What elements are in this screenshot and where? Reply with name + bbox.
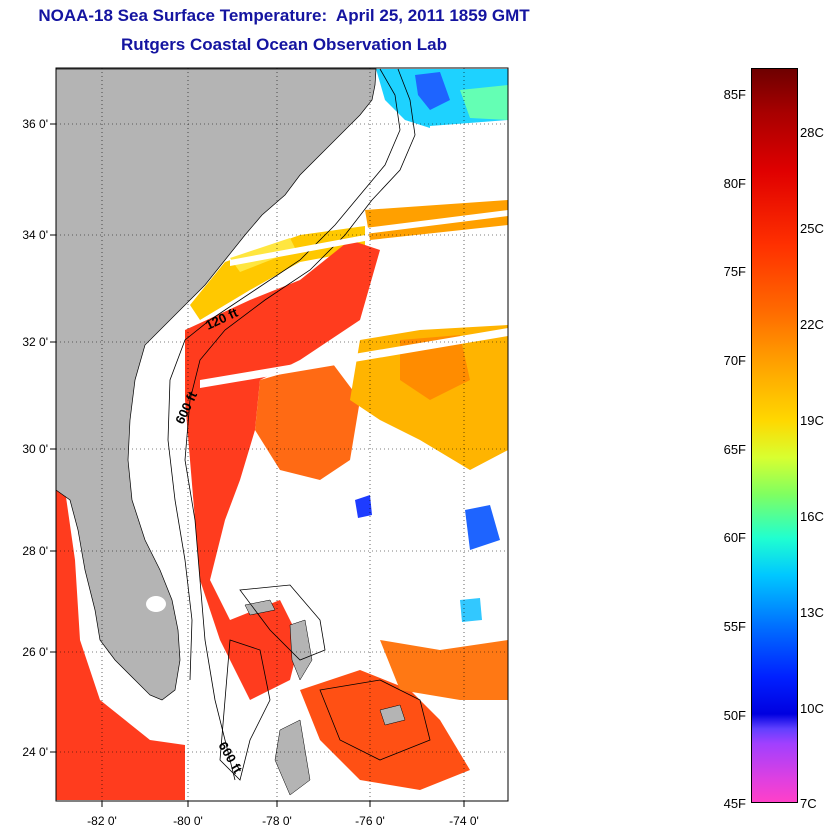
- colorbar-c-19: 19C: [800, 413, 824, 428]
- colorbar-f-80: 80F: [723, 176, 746, 191]
- colorbar-f-70: 70F: [723, 353, 746, 368]
- green-water-patch: [460, 85, 508, 120]
- lon-label-82: -82 0': [87, 814, 117, 828]
- axis-ticks: [50, 123, 465, 807]
- colorbar-f-55: 55F: [723, 619, 746, 634]
- colorbar-f-75: 75F: [723, 264, 746, 279]
- lon-label-80: -80 0': [173, 814, 203, 828]
- land-layer: [55, 68, 406, 796]
- lon-label-76: -76 0': [355, 814, 385, 828]
- bahamas-warm-water: [300, 670, 470, 790]
- contour-600ft: [184, 68, 416, 781]
- cold-core-patch: [415, 72, 450, 110]
- lat-label-26: 26 0': [22, 645, 48, 659]
- lat-label-36: 36 0': [22, 117, 48, 131]
- lake-okeechobee: [146, 596, 166, 612]
- contour-bahamas-1: [219, 639, 271, 781]
- colorbar-f-50: 50F: [723, 708, 746, 723]
- contour-120ft: [167, 68, 401, 681]
- map-subtitle: Rutgers Coastal Ocean Observation Lab: [121, 35, 447, 54]
- swath-gap-2: [230, 235, 365, 266]
- colorbar-c-25: 25C: [800, 221, 824, 236]
- southeast-warm-patch: [380, 640, 508, 700]
- bahamas-island-3: [274, 719, 311, 796]
- lat-label-24: 24 0': [22, 745, 48, 759]
- lon-label-78: -78 0': [262, 814, 292, 828]
- colorbar-c-16: 16C: [800, 509, 824, 524]
- cool-spot-3: [460, 598, 482, 622]
- lat-label-34: 34 0': [22, 228, 48, 242]
- colorbar-c-28: 28C: [800, 125, 824, 140]
- colorbar-f-65: 65F: [723, 442, 746, 457]
- us-mainland-land: [55, 68, 377, 701]
- sst-data-layer: [56, 69, 508, 800]
- graticule: [56, 68, 508, 801]
- colorbar-c-10: 10C: [800, 701, 824, 716]
- lat-label-28: 28 0': [22, 544, 48, 558]
- coastal-warm-band: [190, 226, 365, 320]
- contour-bahamas-3: [319, 679, 431, 761]
- bahamas-island-1: [289, 619, 313, 681]
- map-border: [55, 67, 509, 802]
- map-title: NOAA-18 Sea Surface Temperature: April 2…: [38, 6, 530, 25]
- lat-label-30: 30 0': [22, 442, 48, 456]
- gulf-of-mexico-warm: [56, 490, 185, 800]
- colorbar-c-22: 22C: [800, 317, 824, 332]
- colorbar-c-7: 7C: [800, 796, 817, 811]
- cool-spot-2: [465, 505, 500, 550]
- temperature-colorbar: [751, 68, 798, 803]
- colorbar-f-45: 45F: [723, 796, 746, 811]
- colorbar-c-13: 13C: [800, 605, 824, 620]
- lon-label-74: -74 0': [449, 814, 479, 828]
- bathymetry-contours: [167, 68, 431, 781]
- swath-gap-3: [365, 210, 508, 234]
- colorbar-f-60: 60F: [723, 530, 746, 545]
- warm-orange-region: [255, 360, 360, 480]
- lat-label-32: 32 0': [22, 335, 48, 349]
- contour-bahamas-2: [239, 584, 326, 661]
- colorbar-f-85: 85F: [723, 87, 746, 102]
- cool-spot-1: [355, 495, 372, 518]
- gulf-stream-warm-core: [185, 240, 380, 700]
- bahamas-island-2: [244, 599, 276, 616]
- bahamas-island-4: [379, 704, 406, 726]
